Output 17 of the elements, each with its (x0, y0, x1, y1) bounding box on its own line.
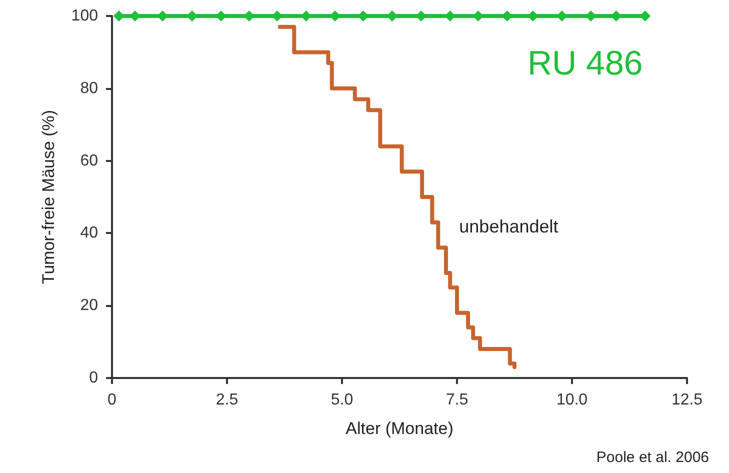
text: Poole et al. 2006 (596, 449, 710, 466)
x-axis-title: Alter (Monate) (346, 419, 454, 438)
x-tick-label: 0 (108, 392, 117, 408)
y-tick-label: 0 (89, 370, 98, 386)
y-tick-label: 60 (80, 152, 98, 170)
x-tick-label: 12.5 (671, 392, 703, 408)
y-tick-label: 80 (80, 80, 98, 97)
x-tick-label: 5.0 (330, 392, 354, 408)
y-tick-label: 20 (80, 297, 98, 314)
x-tick-label: 2.5 (216, 392, 238, 408)
y-tick-label: 100 (71, 8, 98, 24)
series-label: RU 486 (528, 44, 643, 82)
y-tick-label: 40 (80, 224, 98, 242)
y-axis-title: Tumor-freie Mäuse (%) (39, 110, 58, 284)
x-tick-label: 7.5 (446, 392, 468, 408)
x-tick-label: 10.0 (556, 392, 588, 408)
series-label: unbehandelt (459, 216, 558, 236)
